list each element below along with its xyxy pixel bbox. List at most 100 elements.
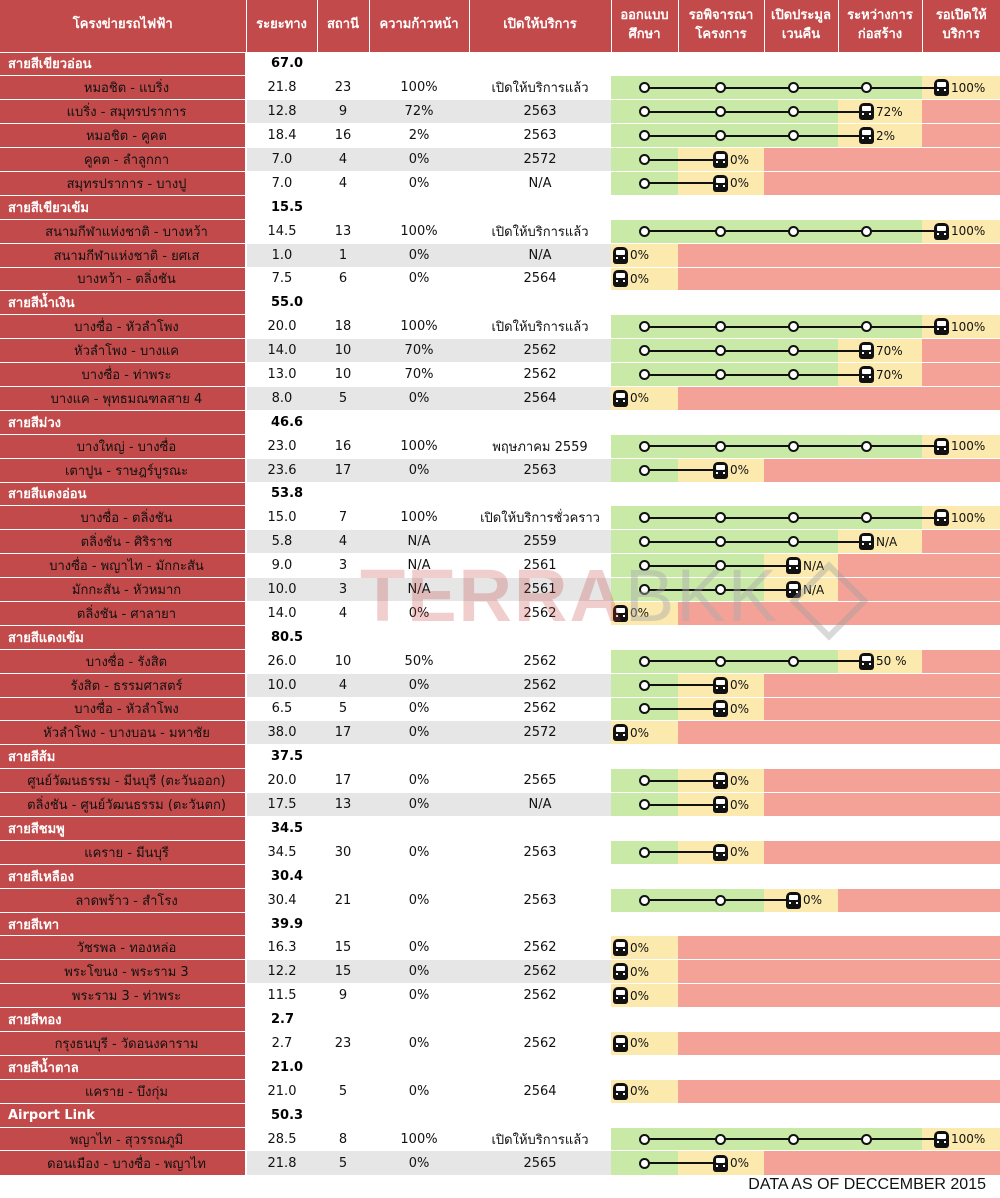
milestone-dot (714, 321, 726, 333)
stage-timeline: 0% (611, 170, 1000, 196)
stage-cell (764, 984, 838, 1008)
line-distance: 21.0 (246, 1054, 369, 1080)
progress-track (644, 182, 720, 185)
line-distance: 34.5 (246, 816, 369, 841)
stage-cell (838, 148, 922, 171)
stage-cell (764, 387, 838, 410)
line-distance: 46.6 (246, 409, 369, 435)
line-name: สายสีแดงอ่อน (0, 481, 247, 506)
section-stations: 10 (317, 362, 369, 387)
stage-cell (838, 268, 922, 291)
train-icon (712, 174, 728, 192)
line-name: Airport Link (0, 1102, 247, 1128)
section-stations: 7 (317, 505, 369, 530)
train-icon (785, 891, 801, 909)
section-stations: 4 (317, 147, 369, 172)
stage-timeline: 0% (611, 457, 1000, 483)
table-row: ตลิ่งชัน - ศูนย์วัฒนธรรม (ตะวันตก) 17.5 13… (0, 792, 1000, 817)
stage-cell (922, 698, 1000, 721)
progress-track (644, 660, 866, 663)
milestone-dot (714, 1133, 726, 1145)
progress-track (644, 540, 866, 543)
section-progress: 100% (369, 314, 469, 339)
milestone-dot (860, 82, 872, 94)
milestone-dot (787, 536, 799, 548)
progress-track (644, 684, 720, 687)
stage-percent: 0% (630, 964, 650, 979)
section-name: ลาดพร้าว - สำโรง (0, 887, 247, 913)
line-spacer (369, 481, 1000, 506)
stage-percent: 0% (730, 845, 750, 860)
section-name: ตลิ่งชัน - ศูนย์วัฒนธรรม (ตะวันตก) (0, 792, 247, 817)
stage-cell (838, 602, 922, 625)
header-stage-awaiting: รอเปิดให้ บริการ (922, 0, 1000, 52)
train-icon (858, 652, 874, 670)
stage-cell (764, 721, 838, 745)
section-stations: 3 (317, 577, 369, 602)
section-distance: 16.3 (246, 935, 317, 960)
section-stations: 17 (317, 720, 369, 745)
section-name: คูคต - ลำลูกกา (0, 147, 247, 172)
stage-cell (764, 554, 838, 578)
stage-cell (922, 841, 1000, 864)
line-spacer (369, 911, 1000, 936)
progress-track (644, 349, 866, 352)
table-row: พระโขนง - พระราม 3 12.2 15 0% 2562 0% (0, 959, 1000, 984)
stage-percent: 0% (730, 463, 750, 478)
line-distance: 53.8 (246, 481, 369, 506)
stage-timeline: 0% (611, 600, 1000, 626)
milestone-dot (714, 440, 726, 452)
section-distance: 14.0 (246, 600, 317, 626)
section-open-date: พฤษภาคม 2559 (469, 433, 611, 459)
section-open-date: เปิดให้บริการแล้ว (469, 314, 611, 339)
milestone-dot (860, 440, 872, 452)
line-distance: 15.5 (246, 194, 369, 220)
stage-timeline: 0% (611, 242, 1000, 268)
stage-percent: 0% (630, 988, 650, 1003)
stage-cell (922, 148, 1000, 171)
section-stations: 16 (317, 123, 369, 148)
header-row: โครงข่ายรถไฟฟ้า ระยะทาง สถานี ความก้าวหน… (0, 0, 1000, 52)
line-spacer (369, 744, 1000, 769)
stage-cell (922, 554, 1000, 578)
table-row: รังสิต - ธรรมศาสตร์ 10.0 4 0% 2562 0% (0, 672, 1000, 698)
table-row: กรุงธนบุรี - วัดอนงคาราม 2.7 23 0% 2562 0% (0, 1031, 1000, 1056)
milestone-dot (714, 894, 726, 906)
section-stations: 10 (317, 338, 369, 363)
train-icon (712, 796, 728, 814)
section-distance: 7.5 (246, 266, 317, 291)
stage-cell (764, 578, 838, 601)
section-stations: 1 (317, 242, 369, 268)
section-open-date: 2565 (469, 768, 611, 793)
section-progress: 100% (369, 218, 469, 244)
section-stations: 17 (317, 457, 369, 483)
section-distance: 15.0 (246, 505, 317, 530)
section-stations: 18 (317, 314, 369, 339)
section-stations: 10 (317, 648, 369, 674)
stage-percent: 0% (730, 797, 750, 812)
section-open-date: เปิดให้บริการแล้ว (469, 75, 611, 100)
section-open-date: 2562 (469, 696, 611, 721)
progress-track (644, 158, 720, 161)
stage-percent: 100% (951, 439, 986, 454)
line-row: สายสีเหลือง 30.4 (0, 863, 1000, 889)
line-spacer (369, 409, 1000, 435)
progress-track (644, 803, 720, 806)
section-open-date: N/A (469, 242, 611, 268)
table-row: บางซื่อ - พญาไท - มักกะสัน 9.0 3 N/A 2561 N/A (0, 553, 1000, 578)
section-stations: 13 (317, 792, 369, 817)
stage-timeline: 50 % (611, 648, 1000, 674)
stage-cell (764, 841, 838, 864)
stage-cell (764, 268, 838, 291)
section-open-date: 2562 (469, 362, 611, 387)
progress-track (644, 707, 720, 710)
progress-track (644, 134, 866, 137)
milestone-dot (714, 345, 726, 357)
section-stations: 4 (317, 672, 369, 698)
stage-cell (922, 602, 1000, 625)
section-distance: 21.8 (246, 1150, 317, 1175)
stage-timeline: 0% (611, 792, 1000, 817)
section-progress: 0% (369, 839, 469, 865)
stage-cell (922, 244, 1000, 267)
milestone-dot (860, 512, 872, 524)
